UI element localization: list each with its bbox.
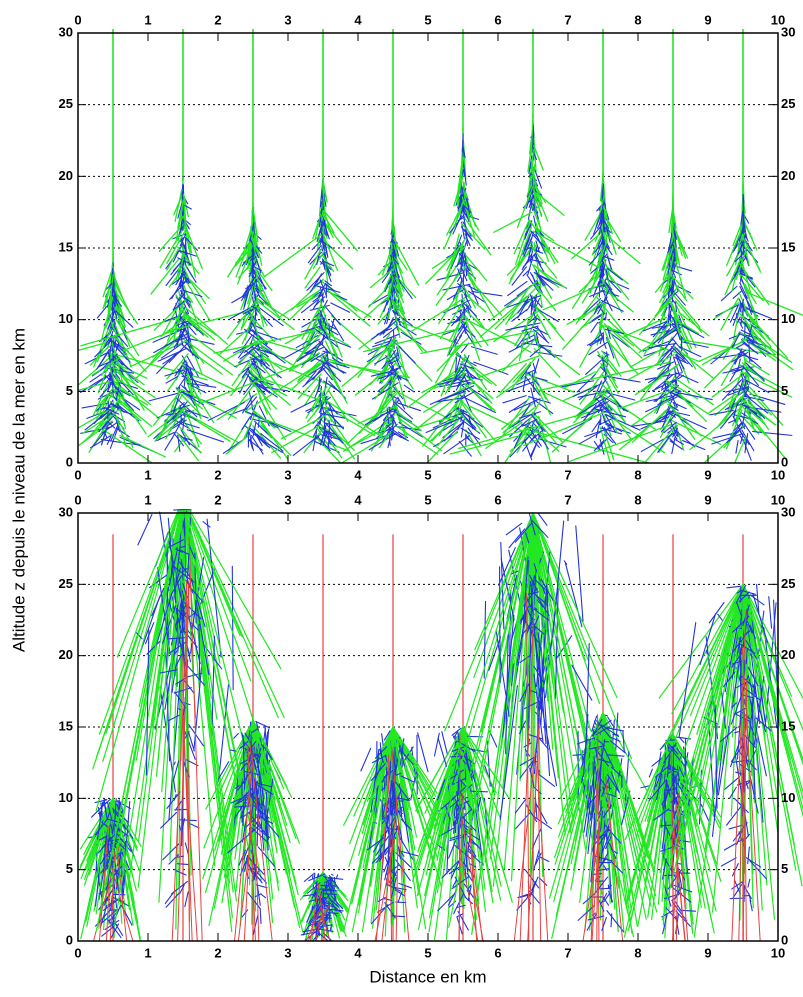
y-tick-label: 15 <box>59 718 73 733</box>
y-tick-label-right: 5 <box>781 861 788 876</box>
y-tick-label: 25 <box>59 576 73 591</box>
x-tick-label-top: 9 <box>704 492 711 507</box>
tree <box>342 29 458 463</box>
x-tick-label-top: 4 <box>354 12 362 27</box>
x-tick-label: 8 <box>634 945 641 960</box>
x-tick-label-top: 9 <box>704 12 711 27</box>
x-tick-label-top: 8 <box>634 12 641 27</box>
x-tick-label: 0 <box>74 467 81 482</box>
x-tick-label: 7 <box>564 945 571 960</box>
x-tick-label: 10 <box>771 945 785 960</box>
x-tick-label: 1 <box>144 467 151 482</box>
y-tick-label-right: 20 <box>781 647 795 662</box>
x-tick-label-top: 0 <box>74 12 81 27</box>
y-tick-label-right: 20 <box>781 168 795 183</box>
y-tick-label: 30 <box>59 24 73 39</box>
y-tick-label: 5 <box>66 861 73 876</box>
x-tick-label-top: 5 <box>424 12 431 27</box>
y-tick-label: 10 <box>59 790 73 805</box>
x-tick-label-top: 3 <box>284 12 291 27</box>
tree <box>196 29 410 467</box>
x-tick-label-top: 4 <box>354 492 362 507</box>
x-tick-label-top: 7 <box>564 492 571 507</box>
x-tick-label: 4 <box>354 467 362 482</box>
x-tick-label: 3 <box>284 467 291 482</box>
x-tick-label-top: 1 <box>144 12 151 27</box>
y-axis-label: Altitude z depuis le niveau de la mer en… <box>9 328 28 652</box>
x-tick-label-top: 1 <box>144 492 151 507</box>
x-axis-label: Distance en km <box>369 967 486 986</box>
x-tick-label: 9 <box>704 945 711 960</box>
x-tick-label-top: 2 <box>214 492 221 507</box>
y-tick-label: 5 <box>66 383 73 398</box>
y-tick-label-right: 15 <box>781 239 795 254</box>
x-tick-label: 2 <box>214 945 221 960</box>
x-tick-label-top: 10 <box>771 12 785 27</box>
x-tick-label-top: 6 <box>494 492 501 507</box>
x-tick-label-top: 7 <box>564 12 571 27</box>
x-tick-label: 5 <box>424 945 431 960</box>
y-tick-label-right: 10 <box>781 790 795 805</box>
y-tick-label: 20 <box>59 647 73 662</box>
tree <box>299 873 348 949</box>
x-tick-label: 3 <box>284 945 291 960</box>
x-tick-label: 8 <box>634 467 641 482</box>
y-tick-label: 20 <box>59 168 73 183</box>
x-tick-label: 9 <box>704 467 711 482</box>
tree <box>459 29 699 474</box>
x-tick-label: 7 <box>564 467 571 482</box>
y-tick-label: 15 <box>59 239 73 254</box>
y-tick-label: 10 <box>59 311 73 326</box>
x-tick-label: 1 <box>144 945 151 960</box>
x-tick-label: 6 <box>494 945 501 960</box>
x-tick-label-top: 6 <box>494 12 501 27</box>
x-tick-label-top: 8 <box>634 492 641 507</box>
x-tick-label-top: 3 <box>284 492 291 507</box>
y-tick-label: 0 <box>66 454 73 469</box>
trees <box>80 499 803 949</box>
x-tick-label: 6 <box>494 467 501 482</box>
x-tick-label-top: 10 <box>771 492 785 507</box>
y-tick-label-right: 5 <box>781 383 788 398</box>
y-tick-label: 0 <box>66 932 73 947</box>
y-tick-label: 25 <box>59 96 73 111</box>
x-tick-label: 0 <box>74 945 81 960</box>
y-tick-label: 30 <box>59 504 73 519</box>
y-tick-label-right: 15 <box>781 718 795 733</box>
x-tick-label: 10 <box>771 467 785 482</box>
trees <box>6 29 803 474</box>
y-tick-label-right: 25 <box>781 96 795 111</box>
y-tick-label-right: 10 <box>781 311 795 326</box>
x-tick-label: 5 <box>424 467 431 482</box>
x-tick-label: 4 <box>354 945 362 960</box>
y-tick-label-right: 25 <box>781 576 795 591</box>
x-tick-label: 2 <box>214 467 221 482</box>
x-tick-label-top: 0 <box>74 492 81 507</box>
x-tick-label-top: 5 <box>424 492 431 507</box>
x-tick-label-top: 2 <box>214 12 221 27</box>
